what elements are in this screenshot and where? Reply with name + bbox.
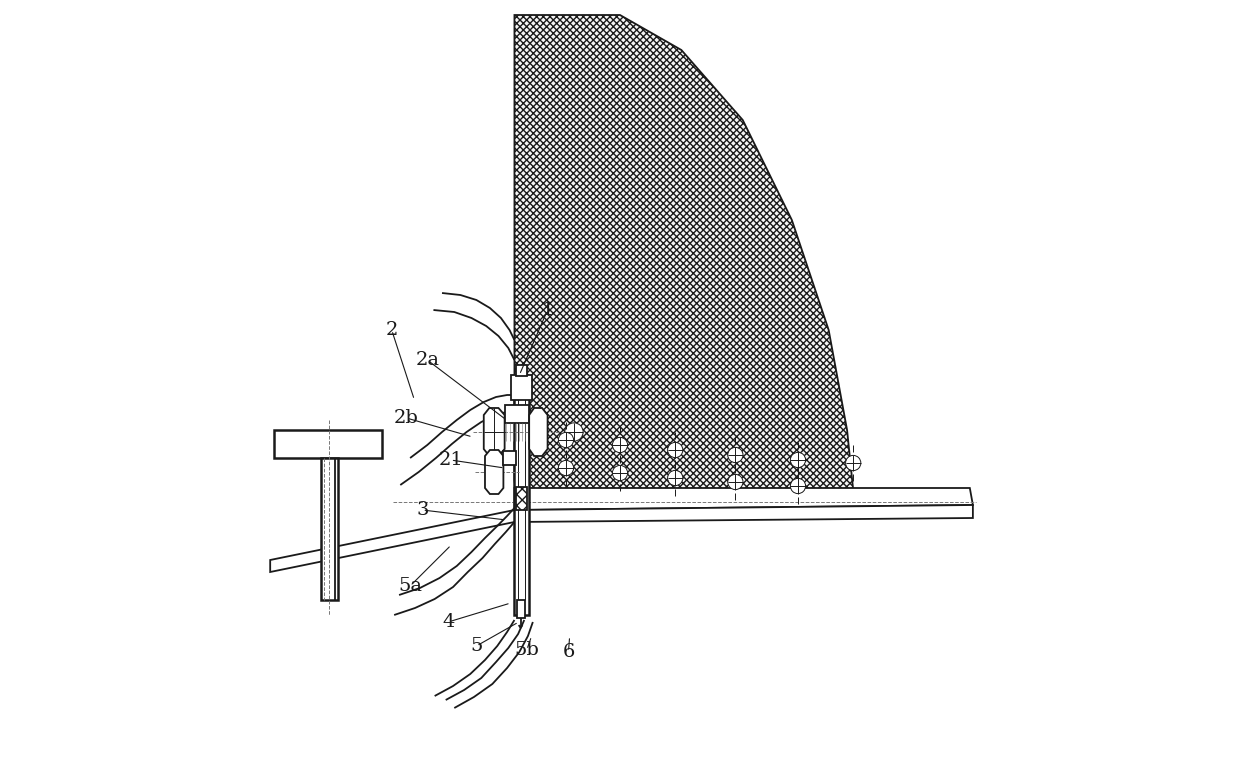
Circle shape — [728, 447, 743, 463]
Circle shape — [565, 423, 583, 441]
Polygon shape — [484, 408, 505, 456]
Polygon shape — [517, 600, 525, 618]
Text: 6: 6 — [562, 643, 574, 661]
Circle shape — [667, 442, 683, 457]
Text: 5b: 5b — [515, 641, 539, 659]
Text: 2b: 2b — [394, 409, 419, 427]
Polygon shape — [274, 430, 382, 458]
Circle shape — [667, 470, 683, 486]
Polygon shape — [321, 458, 337, 600]
Circle shape — [558, 460, 574, 476]
Circle shape — [790, 452, 806, 467]
Circle shape — [790, 479, 806, 494]
Text: 5: 5 — [470, 637, 482, 655]
Bar — [515, 380, 529, 615]
Text: 21: 21 — [438, 451, 463, 469]
Text: 2a: 2a — [415, 351, 439, 369]
Circle shape — [613, 438, 627, 453]
Polygon shape — [529, 408, 548, 456]
Text: 4: 4 — [441, 613, 454, 631]
Text: 1: 1 — [542, 301, 554, 319]
Polygon shape — [516, 487, 527, 510]
Bar — [505, 405, 529, 423]
Circle shape — [728, 474, 743, 489]
Text: 3: 3 — [417, 501, 429, 519]
Bar — [503, 451, 516, 465]
Polygon shape — [511, 375, 532, 400]
Circle shape — [613, 466, 627, 481]
Polygon shape — [485, 450, 503, 494]
Polygon shape — [270, 505, 973, 572]
Polygon shape — [516, 365, 527, 376]
Text: 2: 2 — [386, 321, 398, 339]
Polygon shape — [515, 15, 853, 505]
Circle shape — [558, 432, 574, 447]
Text: 5a: 5a — [398, 577, 422, 595]
Circle shape — [846, 455, 861, 470]
Polygon shape — [515, 488, 973, 510]
